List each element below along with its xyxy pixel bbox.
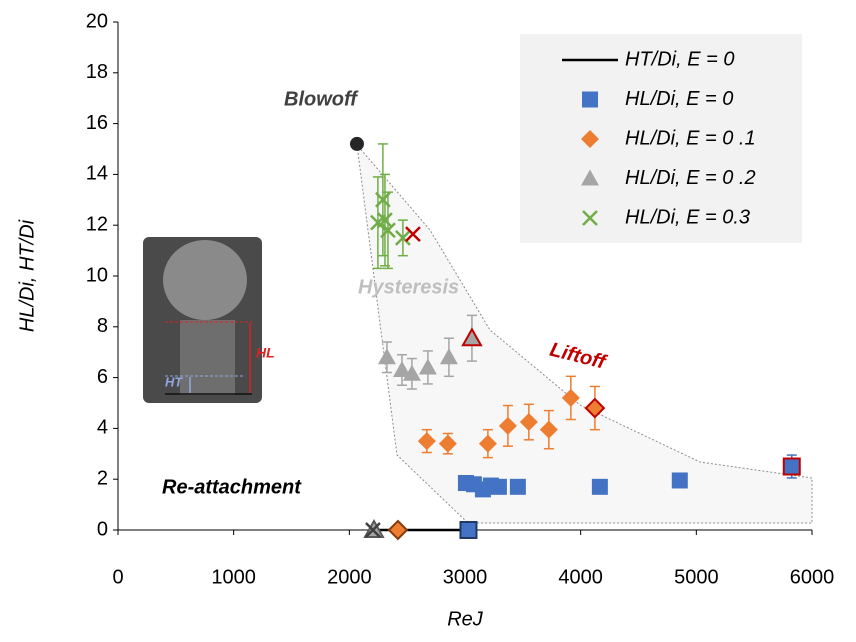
legend-marker	[581, 169, 599, 186]
point	[478, 434, 497, 453]
point	[405, 226, 421, 242]
point	[402, 364, 421, 381]
y-tick-label: 4	[97, 417, 108, 439]
x-tick-label: 2000	[327, 566, 372, 588]
inset-flame	[163, 240, 247, 320]
legend	[520, 34, 802, 243]
legend-label: HT/Di, E = 0	[625, 48, 734, 70]
point	[395, 230, 411, 246]
x-tick-label: 6000	[790, 566, 835, 588]
x-tick-label: 0	[112, 566, 123, 588]
point	[591, 478, 608, 495]
point	[490, 478, 507, 495]
point	[498, 416, 517, 435]
legend-marker	[582, 210, 598, 226]
y-tick-label: 14	[86, 163, 108, 185]
x-tick-label: 1000	[211, 566, 256, 588]
annotation: Re-attachment	[162, 476, 302, 498]
legend-label: HL/Di, E = 0 .2	[625, 167, 756, 189]
annotation: Hysteresis	[358, 276, 459, 298]
point	[438, 434, 457, 453]
legend-label: HL/Di, E = 0.3	[625, 206, 750, 228]
point	[377, 212, 393, 229]
point	[439, 348, 458, 365]
point	[387, 519, 409, 541]
point	[509, 478, 526, 495]
legend-label: HL/Di, E = 0	[625, 88, 733, 110]
inset-label: HL	[256, 345, 275, 361]
y-tick-label: 10	[86, 264, 108, 286]
legend-marker	[581, 130, 599, 148]
y-tick-label: 8	[97, 315, 108, 337]
y-tick-label: 0	[97, 518, 108, 540]
point	[519, 413, 538, 432]
point	[584, 397, 606, 419]
y-tick-label: 6	[97, 366, 108, 388]
point	[380, 222, 396, 239]
x-tick-label: 3000	[443, 566, 488, 588]
legend-label: HL/Di, E = 0 .1	[625, 127, 756, 149]
x-tick-label: 5000	[674, 566, 719, 588]
point	[374, 191, 391, 208]
annotation: Blowoff	[284, 88, 359, 110]
point	[561, 388, 580, 407]
x-tick-label: 4000	[558, 566, 603, 588]
y-tick-label: 12	[86, 213, 108, 235]
y-tick-label: 2	[97, 467, 108, 489]
y-tick-label: 20	[86, 10, 108, 32]
blowoff-point	[349, 136, 364, 151]
legend-marker	[582, 91, 598, 108]
point	[377, 348, 396, 365]
point	[459, 521, 478, 539]
point	[782, 457, 801, 476]
point	[418, 358, 437, 375]
inset-label: HT	[165, 374, 183, 389]
inset: HL HT	[143, 237, 275, 403]
y-tick-label: 18	[86, 61, 108, 83]
point	[461, 327, 483, 347]
point	[671, 472, 688, 489]
y-tick-label: 16	[86, 112, 108, 134]
point	[417, 432, 436, 451]
x-axis-label: ReJ	[447, 608, 484, 630]
point	[365, 522, 381, 538]
point	[539, 420, 558, 439]
inset-jet	[180, 320, 235, 395]
y-axis-label: HL/Di, HT/Di	[16, 219, 38, 332]
annotation: Liftoff	[548, 339, 610, 375]
region	[356, 143, 813, 524]
point	[392, 360, 411, 377]
